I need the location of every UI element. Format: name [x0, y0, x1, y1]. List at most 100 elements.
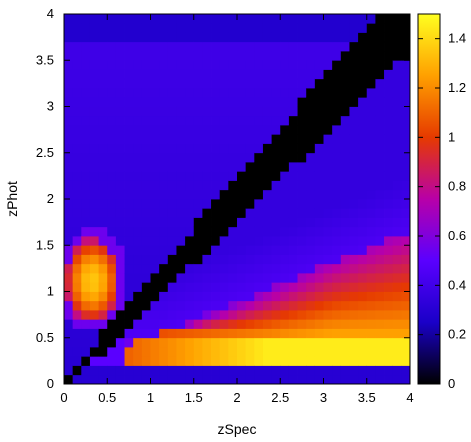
- heatmap-cell: [124, 97, 134, 107]
- heatmap-cell: [366, 32, 376, 43]
- heatmap-cell: [64, 171, 74, 181]
- heatmap-cell: [202, 208, 212, 218]
- heatmap-cell: [306, 365, 316, 376]
- heatmap-cell: [150, 199, 160, 209]
- heatmap-cell: [211, 328, 221, 339]
- heatmap-cell: [219, 171, 229, 181]
- heatmap-cell: [288, 115, 298, 126]
- heatmap-cell: [366, 115, 376, 126]
- heatmap-cell: [115, 310, 125, 320]
- heatmap-cell: [323, 41, 333, 52]
- heatmap-cell: [72, 97, 82, 107]
- heatmap-cell: [349, 171, 359, 181]
- heatmap-cell: [115, 78, 125, 89]
- heatmap-cell: [219, 51, 229, 61]
- heatmap-cell: [176, 23, 186, 33]
- heatmap-cell: [159, 365, 169, 376]
- heatmap-cell: [332, 32, 342, 43]
- heatmap-cell: [323, 356, 333, 366]
- heatmap-cell: [280, 171, 290, 181]
- heatmap-cell: [115, 291, 125, 302]
- heatmap-cell: [124, 310, 134, 320]
- heatmap-cell: [280, 14, 290, 24]
- heatmap-cell: [401, 291, 411, 302]
- heatmap-cell: [228, 32, 238, 43]
- heatmap-cell: [366, 14, 376, 24]
- heatmap-cell: [340, 152, 350, 163]
- heatmap-cell: [340, 273, 350, 283]
- heatmap-cell: [297, 282, 307, 292]
- heatmap-cell: [401, 254, 411, 265]
- heatmap-cell: [297, 291, 307, 302]
- heatmap-cell: [349, 199, 359, 209]
- heatmap-cell: [262, 143, 272, 154]
- heatmap-cell: [107, 78, 117, 89]
- heatmap-cell: [375, 310, 385, 320]
- heatmap-cell: [358, 88, 368, 98]
- heatmap-cell: [237, 217, 247, 228]
- heatmap-cell: [332, 310, 342, 320]
- heatmap-cell: [176, 60, 186, 70]
- heatmap-cell: [401, 300, 411, 311]
- heatmap-cell: [167, 162, 177, 172]
- heatmap-cell: [159, 14, 169, 24]
- heatmap-cell: [375, 337, 385, 348]
- heatmap-cell: [202, 300, 212, 311]
- heatmap-cell: [340, 115, 350, 126]
- heatmap-cell: [89, 245, 99, 255]
- heatmap-cell: [72, 152, 82, 163]
- heatmap-cell: [72, 69, 82, 80]
- heatmap-cell: [340, 14, 350, 24]
- heatmap-cell: [167, 328, 177, 339]
- x-tick-label: 0.5: [98, 390, 116, 405]
- heatmap-cell: [384, 60, 394, 70]
- heatmap-cell: [115, 347, 125, 357]
- heatmap-cell: [332, 97, 342, 107]
- heatmap-cell: [211, 69, 221, 80]
- heatmap-cell: [185, 162, 195, 172]
- heatmap-cell: [72, 217, 82, 228]
- heatmap-cell: [107, 356, 117, 366]
- heatmap-cell: [245, 337, 255, 348]
- heatmap-cell: [185, 152, 195, 163]
- heatmap-cell: [366, 125, 376, 135]
- heatmap-cell: [401, 106, 411, 117]
- heatmap-cell: [219, 347, 229, 357]
- heatmap-cell: [245, 300, 255, 311]
- heatmap-cell: [297, 32, 307, 43]
- heatmap-cell: [81, 97, 91, 107]
- heatmap-cell: [228, 134, 238, 144]
- heatmap-cell: [375, 171, 385, 181]
- heatmap-cell: [280, 365, 290, 376]
- heatmap-cell: [124, 291, 134, 302]
- heatmap-cell: [237, 208, 247, 218]
- heatmap-cell: [98, 310, 108, 320]
- heatmap-cell: [133, 51, 143, 61]
- heatmap-cell: [375, 152, 385, 163]
- heatmap-cell: [349, 152, 359, 163]
- heatmap-cell: [159, 236, 169, 246]
- heatmap-cell: [176, 319, 186, 329]
- heatmap-cell: [262, 199, 272, 209]
- heatmap-cell: [193, 14, 203, 24]
- heatmap-cell: [314, 328, 324, 339]
- heatmap-cell: [271, 41, 281, 52]
- heatmap-cell: [245, 78, 255, 89]
- heatmap-cell: [332, 125, 342, 135]
- heatmap-cell: [202, 97, 212, 107]
- heatmap-cell: [375, 69, 385, 80]
- heatmap-cell: [98, 32, 108, 43]
- heatmap-cell: [349, 51, 359, 61]
- heatmap-cell: [89, 14, 99, 24]
- heatmap-cell: [384, 319, 394, 329]
- heatmap-cell: [314, 226, 324, 237]
- heatmap-cell: [358, 245, 368, 255]
- heatmap-cell: [228, 254, 238, 265]
- heatmap-cell: [211, 310, 221, 320]
- heatmap-cell: [211, 245, 221, 255]
- heatmap-cell: [280, 134, 290, 144]
- heatmap-cell: [237, 199, 247, 209]
- heatmap-cell: [332, 347, 342, 357]
- heatmap-cell: [64, 245, 74, 255]
- heatmap-cell: [193, 226, 203, 237]
